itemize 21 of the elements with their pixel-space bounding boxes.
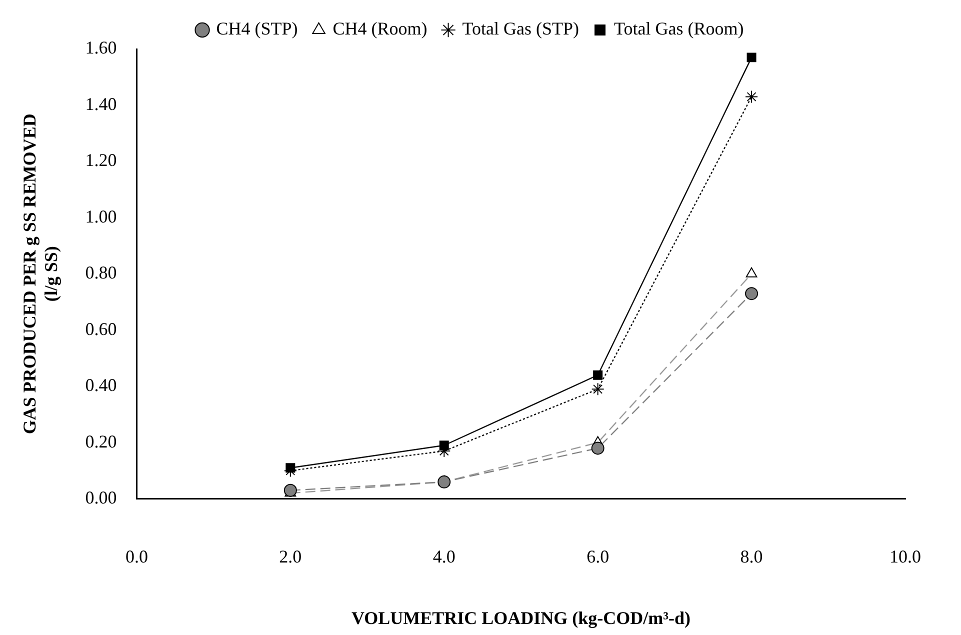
x-tick-label: 2.0 [279,546,302,566]
y-tick-label: 0.80 [85,262,117,283]
legend-label: Total Gas (Room) [614,18,744,39]
y-tick-label: 0.40 [85,375,117,396]
y-tick-label: 0.00 [85,488,117,508]
y-tick-label: 1.40 [85,94,117,114]
y-tick-label: 1.60 [85,38,117,58]
x-tick-label: 8.0 [740,546,763,566]
y-axis-title: GAS PRODUCED PER g SS REMOVED (l/g SS) [19,114,62,434]
y-tick-label: 0.20 [85,431,117,452]
y-tick-label: 0.60 [85,318,117,339]
x-axis-title: VOLUMETRIC LOADING (kg-COD/m³-d) [351,608,691,628]
x-tick-label: 10.0 [890,546,921,566]
y-tick-label: 1.20 [85,150,117,170]
x-tick-label: 4.0 [432,546,456,566]
x-tick-label: 6.0 [586,546,610,566]
legend-label: Total Gas (STP) [462,18,580,39]
x-tick-label: 0.0 [125,546,148,566]
legend-label: CH4 (STP) [216,18,298,39]
legend-label: CH4 (Room) [332,18,428,39]
y-tick-label: 1.00 [85,206,117,226]
